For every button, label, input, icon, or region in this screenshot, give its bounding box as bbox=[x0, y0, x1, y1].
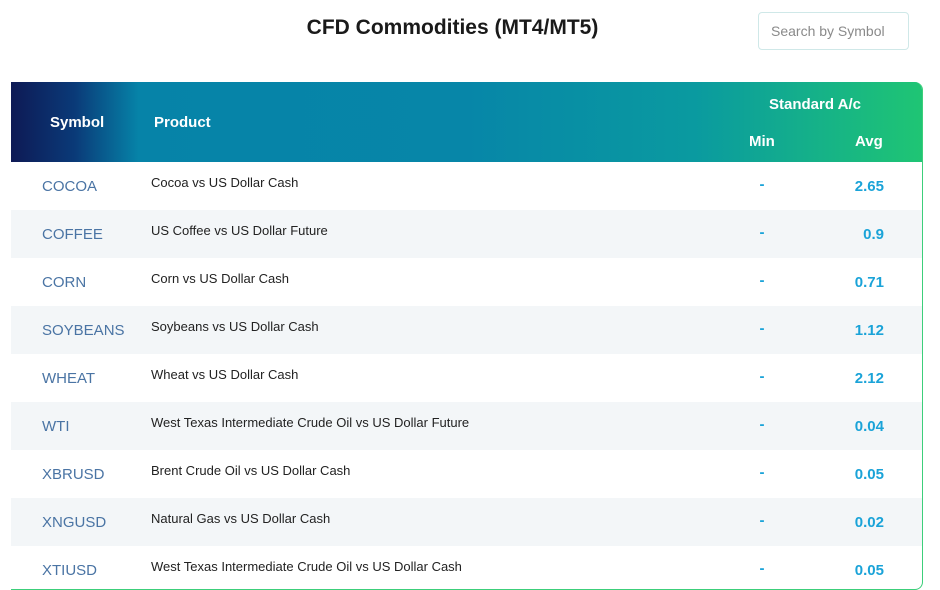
table-row: COCOA Cocoa vs US Dollar Cash - 2.65 bbox=[11, 162, 922, 210]
table-header: Symbol Product Standard A/c Min Avg bbox=[11, 82, 922, 162]
table-row: XNGUSD Natural Gas vs US Dollar Cash - 0.02 bbox=[11, 498, 922, 546]
product-cell: US Coffee vs US Dollar Future bbox=[151, 223, 328, 238]
header-avg: Avg bbox=[855, 133, 883, 150]
min-cell: - bbox=[759, 368, 765, 385]
table-row: XBRUSD Brent Crude Oil vs US Dollar Cash -… bbox=[11, 450, 922, 498]
table-row: WTI West Texas Intermediate Crude Oil vs … bbox=[11, 402, 922, 450]
page-title: CFD Commodities (MT4/MT5) bbox=[306, 16, 599, 39]
header-standard-account: Standard A/c bbox=[769, 96, 861, 113]
min-cell: - bbox=[759, 272, 765, 289]
product-cell: Cocoa vs US Dollar Cash bbox=[151, 175, 299, 190]
min-cell: - bbox=[759, 416, 765, 433]
product-cell: Wheat vs US Dollar Cash bbox=[151, 367, 299, 382]
avg-cell: 0.05 bbox=[854, 562, 884, 579]
symbol-cell: SOYBEANS bbox=[42, 322, 125, 339]
min-cell: - bbox=[759, 464, 765, 481]
avg-cell: 2.12 bbox=[854, 370, 884, 387]
header-product: Product bbox=[154, 114, 211, 131]
search-input[interactable] bbox=[758, 12, 909, 50]
avg-cell: 1.12 bbox=[854, 322, 884, 339]
symbol-cell: XTIUSD bbox=[42, 562, 98, 579]
table-row: WHEAT Wheat vs US Dollar Cash - 2.12 bbox=[11, 354, 922, 402]
symbol-cell: COCOA bbox=[42, 178, 98, 195]
table-row: SOYBEANS Soybeans vs US Dollar Cash - 1.12 bbox=[11, 306, 922, 354]
min-cell: - bbox=[759, 560, 765, 577]
product-cell: West Texas Intermediate Crude Oil vs US … bbox=[151, 415, 470, 430]
symbol-cell: CORN bbox=[42, 274, 87, 291]
product-cell: Brent Crude Oil vs US Dollar Cash bbox=[151, 463, 351, 478]
min-cell: - bbox=[759, 224, 765, 241]
avg-cell: 0.71 bbox=[854, 274, 884, 291]
product-cell: West Texas Intermediate Crude Oil vs US … bbox=[151, 559, 462, 574]
avg-cell: 2.65 bbox=[854, 178, 884, 195]
symbol-cell: COFFEE bbox=[42, 226, 103, 243]
min-cell: - bbox=[759, 176, 765, 193]
symbol-cell: WTI bbox=[42, 418, 70, 435]
product-cell: Soybeans vs US Dollar Cash bbox=[151, 319, 319, 334]
avg-cell: 0.05 bbox=[854, 466, 884, 483]
min-cell: - bbox=[759, 320, 765, 337]
symbol-cell: XBRUSD bbox=[42, 466, 105, 483]
symbol-cell: XNGUSD bbox=[42, 514, 107, 531]
table-row: COFFEE US Coffee vs US Dollar Future - 0.9 bbox=[11, 210, 922, 258]
avg-cell: 0.9 bbox=[863, 226, 884, 243]
header-min: Min bbox=[749, 133, 775, 150]
product-cell: Natural Gas vs US Dollar Cash bbox=[151, 511, 331, 526]
symbol-cell: WHEAT bbox=[42, 370, 96, 387]
table-row: CORN Corn vs US Dollar Cash - 0.71 bbox=[11, 258, 922, 306]
table-body: COCOA Cocoa vs US Dollar Cash - 2.65 COFFEE U… bbox=[11, 162, 922, 589]
min-cell: - bbox=[759, 512, 765, 529]
commodities-table: Symbol Product Standard A/c Min Avg COCO… bbox=[11, 82, 923, 590]
avg-cell: 0.04 bbox=[854, 418, 884, 435]
avg-cell: 0.02 bbox=[854, 514, 884, 531]
product-cell: Corn vs US Dollar Cash bbox=[151, 271, 289, 286]
table-row: XTIUSD West Texas Intermediate Crude Oil … bbox=[11, 546, 922, 589]
header-symbol: Symbol bbox=[50, 114, 105, 131]
